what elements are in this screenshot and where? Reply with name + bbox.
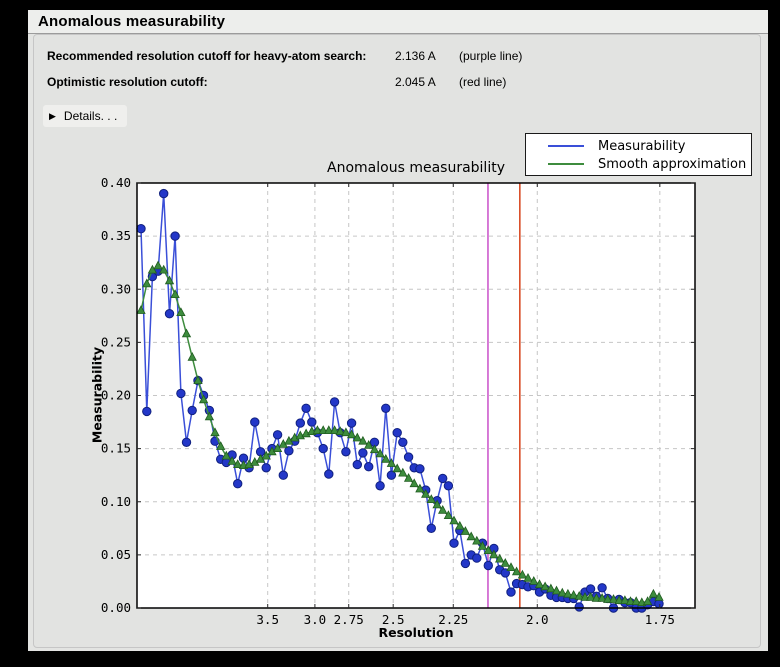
disclosure-triangle-icon: ▶ (49, 110, 56, 121)
optimistic-cutoff-row: Optimistic resolution cutoff: 2.045 A (r… (47, 75, 747, 91)
recommended-cutoff-note: (purple line) (459, 49, 523, 63)
details-disclosure-button[interactable]: ▶ Details. . . (43, 105, 128, 127)
recommended-cutoff-value: 2.136 A (395, 49, 436, 63)
recommended-cutoff-row: Recommended resolution cutoff for heavy-… (47, 49, 747, 65)
details-label: Details. . . (63, 109, 118, 123)
section-title: Anomalous measurability (38, 13, 226, 30)
section-titlebar: Anomalous measurability (28, 10, 768, 34)
optimistic-cutoff-value: 2.045 A (395, 75, 436, 89)
anomalous-measurability-window: Anomalous measurability Recommended reso… (28, 10, 768, 651)
results-panel: Recommended resolution cutoff for heavy-… (33, 34, 761, 648)
optimistic-cutoff-note: (red line) (459, 75, 507, 89)
recommended-cutoff-label: Recommended resolution cutoff for heavy-… (47, 49, 367, 63)
optimistic-cutoff-label: Optimistic resolution cutoff: (47, 75, 208, 89)
